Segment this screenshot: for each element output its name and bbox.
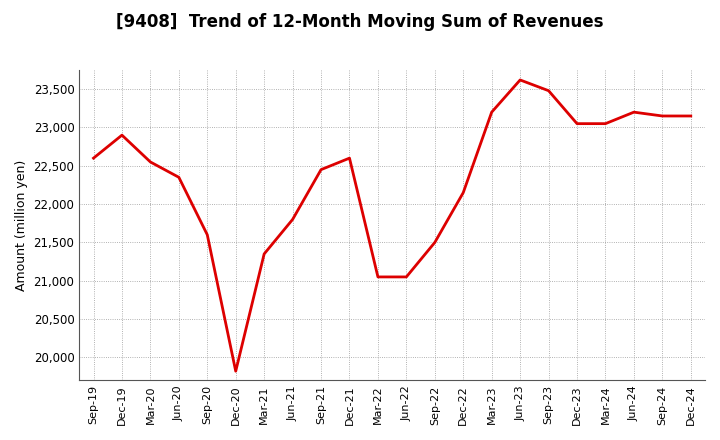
- Text: [9408]  Trend of 12-Month Moving Sum of Revenues: [9408] Trend of 12-Month Moving Sum of R…: [116, 13, 604, 31]
- Y-axis label: Amount (million yen): Amount (million yen): [15, 160, 28, 291]
